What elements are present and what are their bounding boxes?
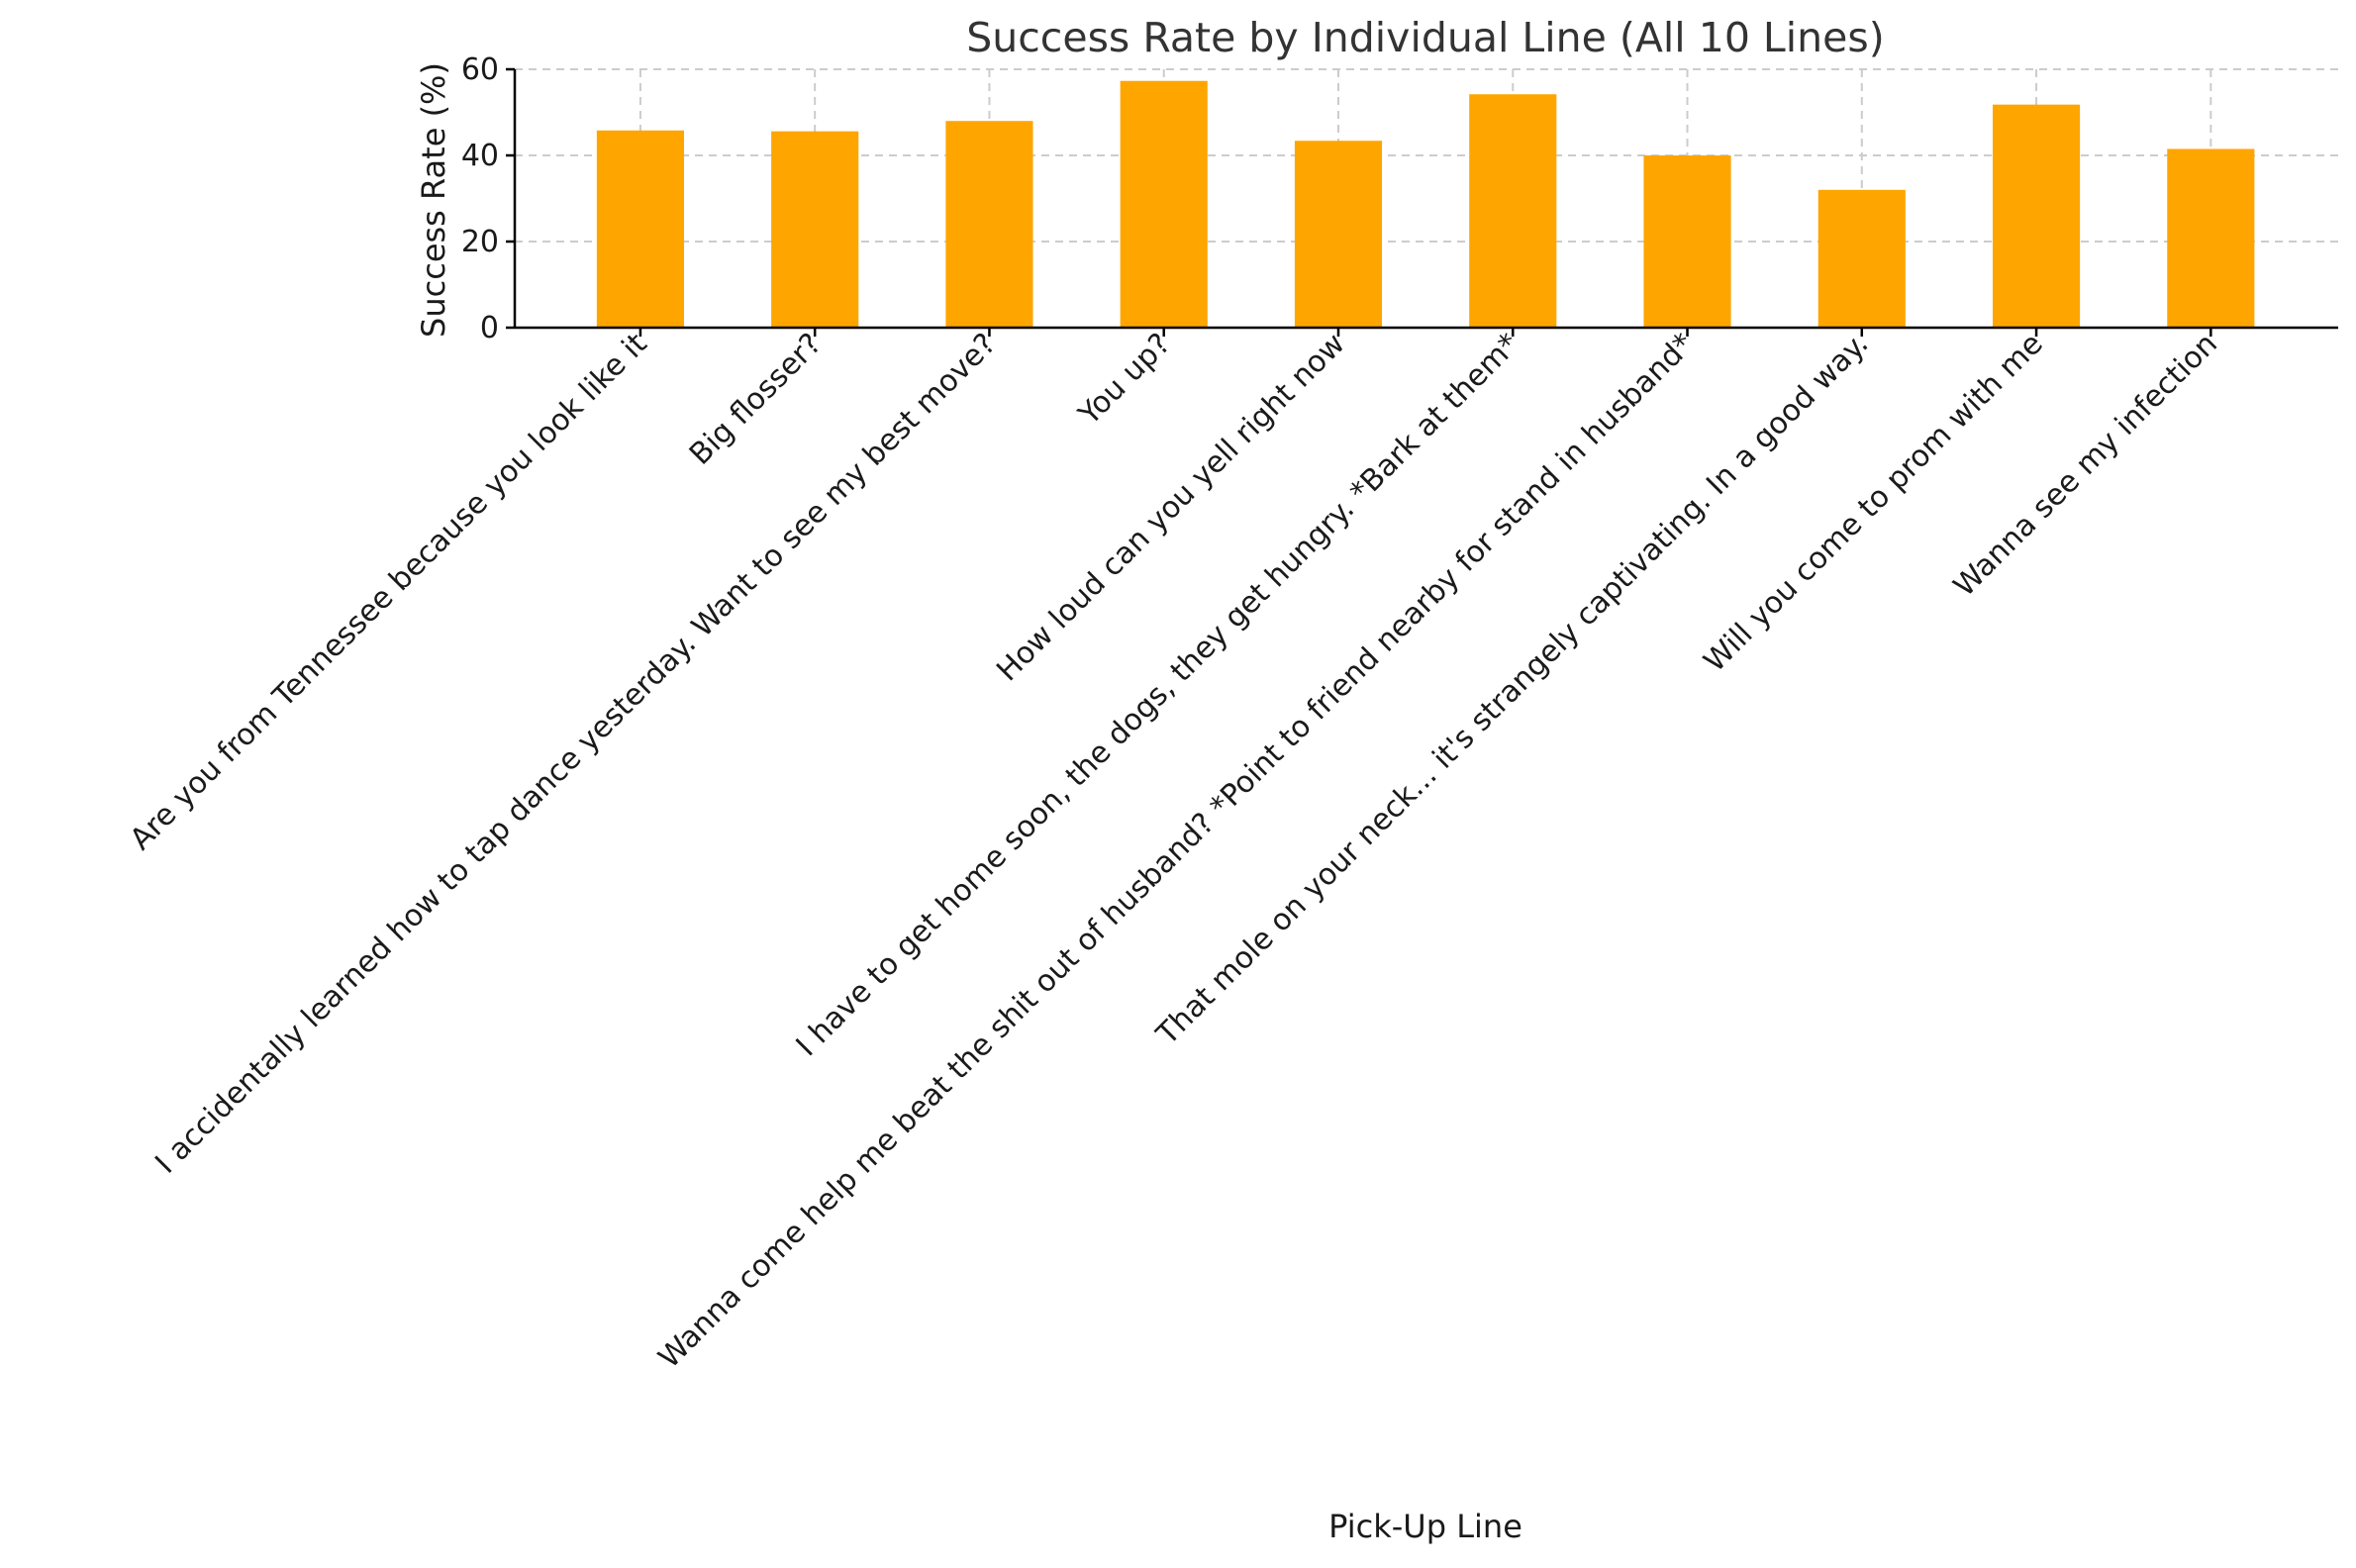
bar [1120,80,1208,329]
x-ticks: Are you from Tennessee because you look … [124,327,2224,1376]
x-tick-label: You up? [1071,327,1177,433]
bar [771,131,859,328]
axes [513,69,2338,330]
bar [1469,94,1557,328]
bar [596,130,684,328]
y-tick-label: 40 [461,139,499,173]
x-tick-label: I accidentally learned how to tap dance … [148,327,1003,1181]
chart-title: Success Rate by Individual Line (All 10 … [966,14,1885,61]
x-tick-label: Will you come to prom with me [1698,327,2050,679]
y-axis-label: Success Rate (%) [415,62,452,338]
bar [1294,141,1383,328]
y-tick-label: 60 [461,52,499,87]
y-tick-label: 20 [461,225,499,259]
x-axis-label: Pick-Up Line [1328,1508,1522,1545]
bar [1817,189,1906,328]
bar [1992,104,2081,328]
bar [1643,155,1731,328]
bar [2167,148,2255,328]
y-tick-label: 0 [480,311,499,345]
x-tick-label: Big flosser? [683,327,829,472]
y-ticks: 0 20 40 60 [461,52,515,345]
bar [945,121,1033,328]
x-tick-label: How loud can you yell right now [990,327,1351,688]
bars [596,80,2255,329]
